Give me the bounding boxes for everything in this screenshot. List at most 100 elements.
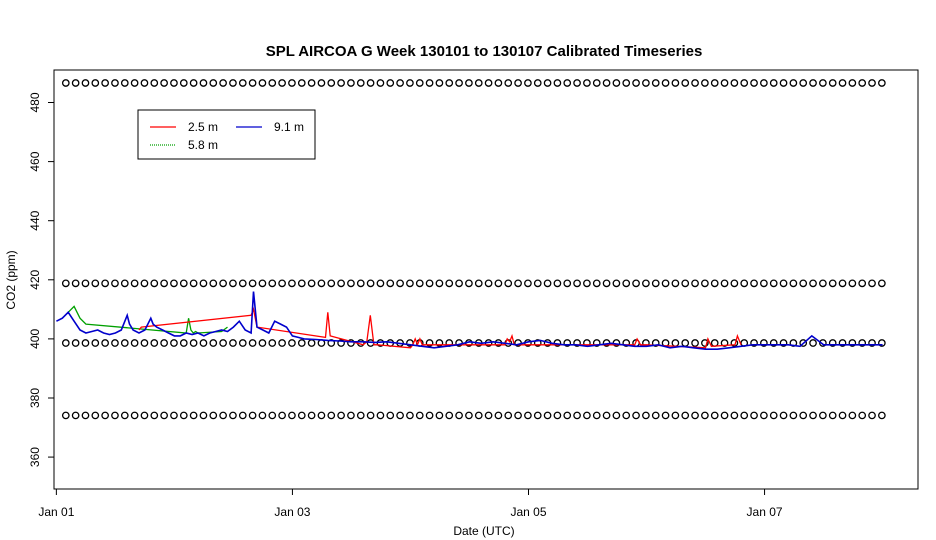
ref-point-0-33 [386, 79, 395, 87]
ref-point-0-68 [730, 79, 739, 87]
ref-point-1-46 [514, 279, 522, 288]
ref-point-2-77 [819, 339, 827, 347]
ref-point-1-73 [779, 279, 788, 288]
ref-point-1-28 [337, 279, 345, 288]
ref-point-1-53 [583, 279, 591, 288]
ref-point-0-46 [514, 79, 522, 87]
x-tick-label-3: Jan 07 [747, 505, 783, 519]
ref-point-3-1 [71, 411, 80, 420]
ref-point-3-82 [868, 411, 876, 420]
ref-point-1-64 [691, 279, 699, 288]
ref-point-3-67 [720, 411, 729, 420]
ref-point-2-70 [750, 339, 758, 347]
ref-point-1-72 [769, 279, 778, 288]
ref-point-1-52 [573, 279, 581, 288]
ref-point-0-64 [691, 79, 699, 87]
ref-point-2-0 [61, 339, 70, 347]
ref-point-1-41 [465, 279, 473, 288]
ref-point-1-79 [838, 279, 847, 288]
ref-point-3-20 [258, 411, 267, 420]
ref-point-2-24 [297, 339, 306, 347]
ref-point-0-45 [504, 79, 513, 87]
ref-point-1-75 [799, 279, 808, 288]
ref-point-3-18 [238, 411, 247, 420]
ref-point-0-72 [769, 79, 778, 87]
ref-point-2-5 [111, 339, 119, 347]
ref-point-3-38 [435, 411, 444, 420]
y-tick-label-2: 400 [28, 329, 42, 349]
ref-point-1-63 [681, 279, 690, 288]
ref-point-2-57 [622, 339, 631, 347]
ref-point-3-10 [160, 411, 168, 420]
ref-point-0-32 [376, 79, 385, 87]
ref-point-0-6 [120, 79, 129, 87]
ref-point-0-29 [347, 79, 355, 87]
ref-point-2-67 [720, 339, 729, 347]
ref-point-2-22 [278, 339, 286, 347]
ref-point-2-25 [307, 339, 316, 347]
ref-point-0-59 [642, 79, 650, 87]
ref-point-0-48 [533, 79, 542, 87]
ref-point-0-17 [229, 79, 237, 87]
legend-box [137, 109, 316, 160]
ref-point-1-74 [789, 279, 798, 288]
ref-point-3-83 [878, 411, 886, 420]
ref-point-0-11 [170, 79, 178, 87]
ref-point-2-21 [268, 339, 277, 347]
ref-point-3-76 [809, 411, 817, 420]
ref-point-2-83 [878, 339, 886, 347]
ref-point-3-2 [81, 411, 90, 420]
ref-point-0-22 [278, 79, 286, 87]
ref-point-2-79 [838, 339, 847, 347]
ref-point-1-7 [130, 279, 139, 288]
ref-point-0-20 [258, 79, 267, 87]
ref-point-0-42 [474, 79, 483, 87]
ref-point-3-22 [278, 411, 286, 420]
ref-point-2-2 [81, 339, 90, 347]
ref-point-3-48 [533, 411, 542, 420]
ref-point-3-46 [514, 411, 522, 420]
ref-point-1-9 [150, 279, 159, 288]
ref-point-3-81 [858, 411, 867, 420]
ref-point-0-36 [415, 79, 424, 87]
ref-point-3-63 [681, 411, 690, 420]
ref-point-1-49 [543, 279, 552, 288]
x-tick-label-1: Jan 03 [274, 505, 310, 519]
ref-point-0-49 [543, 79, 552, 87]
ref-point-2-6 [120, 339, 129, 347]
ref-point-1-31 [366, 279, 375, 288]
ref-point-1-22 [278, 279, 286, 288]
ref-point-1-24 [297, 279, 306, 288]
ref-point-2-12 [179, 339, 188, 347]
ref-point-3-23 [288, 411, 296, 420]
ref-point-1-8 [140, 279, 149, 288]
ref-point-0-0 [61, 79, 70, 87]
ref-point-3-68 [730, 411, 739, 420]
ref-point-2-11 [170, 339, 178, 347]
ref-point-0-14 [199, 79, 208, 87]
ref-point-1-81 [858, 279, 867, 288]
ref-point-1-58 [632, 279, 640, 288]
ref-point-0-7 [130, 79, 139, 87]
ref-point-2-64 [691, 339, 699, 347]
ref-point-2-38 [435, 339, 444, 347]
ref-point-1-68 [730, 279, 739, 288]
ref-point-1-5 [111, 279, 119, 288]
ref-point-1-77 [819, 279, 827, 288]
ref-point-0-35 [406, 79, 414, 87]
ref-point-0-13 [189, 79, 198, 87]
x-axis: Jan 01 Jan 03 Jan 05 Jan 07 [38, 489, 783, 519]
ref-point-2-81 [858, 339, 867, 347]
ref-point-2-8 [140, 339, 149, 347]
ref-point-1-54 [592, 279, 601, 288]
ref-point-1-78 [828, 279, 837, 288]
ref-point-1-2 [81, 279, 90, 288]
x-tick-label-0: Jan 01 [38, 505, 74, 519]
legend-label-9-1m: 9.1 m [274, 120, 304, 134]
ref-point-0-47 [524, 79, 532, 87]
ref-point-3-57 [622, 411, 631, 420]
ref-point-3-64 [691, 411, 699, 420]
ref-point-1-35 [406, 279, 414, 288]
ref-point-3-55 [602, 411, 611, 420]
ref-point-1-33 [386, 279, 395, 288]
